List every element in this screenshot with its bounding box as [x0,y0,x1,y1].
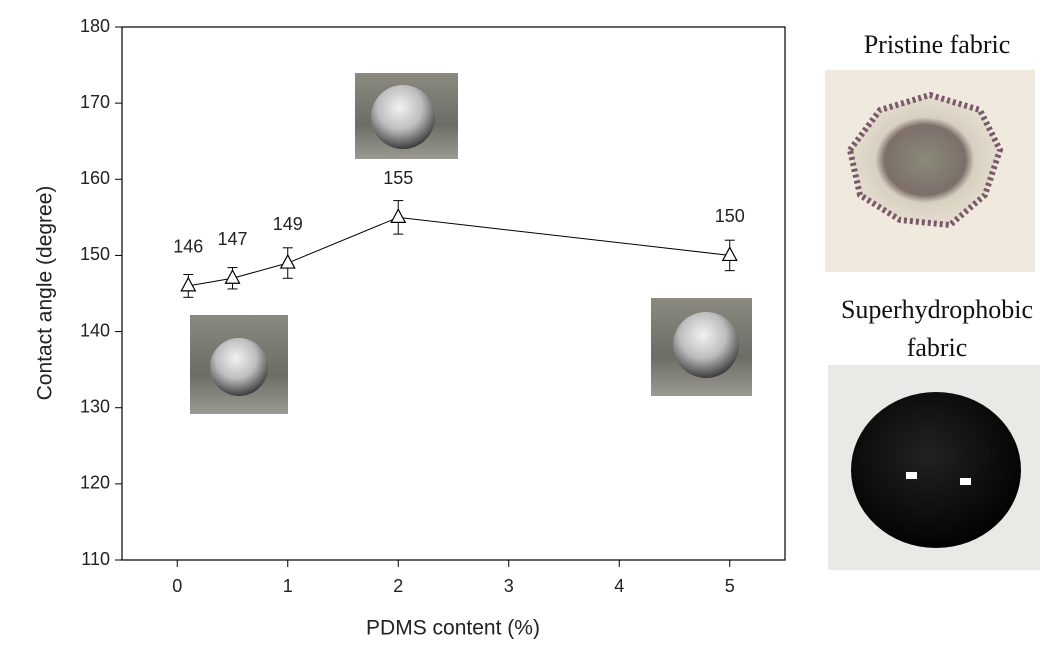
marker [181,278,195,291]
y-tick-label: 120 [80,473,110,493]
x-tick-label: 3 [504,576,514,596]
data-label: 149 [273,214,303,234]
droplet-photo [651,298,752,396]
x-tick-label: 4 [614,576,624,596]
caption: Pristine fabric [817,26,1057,64]
x-tick-label: 1 [283,576,293,596]
data-label: 146 [173,237,203,257]
x-axis-title: PDMS content (%) [366,617,540,640]
marker [723,247,737,260]
y-axis-title: Contact angle (degree) [34,186,57,401]
page: Contact angle (degree) PDMS content (%) … [0,0,1058,645]
droplet-photo [190,315,288,414]
y-tick-label: 180 [80,16,110,36]
marker [391,209,405,222]
x-tick-label: 5 [725,576,735,596]
data-label: 150 [715,206,745,226]
y-tick-label: 160 [80,168,110,188]
x-tick-label: 2 [393,576,403,596]
y-tick-label: 130 [80,396,110,416]
caption: Superhydrophobic fabric [817,291,1057,367]
y-tick-label: 140 [80,320,110,340]
fabric-photo [828,365,1040,570]
y-tick-label: 150 [80,244,110,264]
y-tick-label: 110 [81,549,110,569]
x-tick-label: 0 [172,576,182,596]
droplet-photo [355,73,458,159]
data-label: 147 [217,229,247,249]
data-line [188,217,729,286]
fabric-photo [825,70,1035,272]
data-label: 155 [383,168,413,188]
y-tick-label: 170 [80,92,110,112]
